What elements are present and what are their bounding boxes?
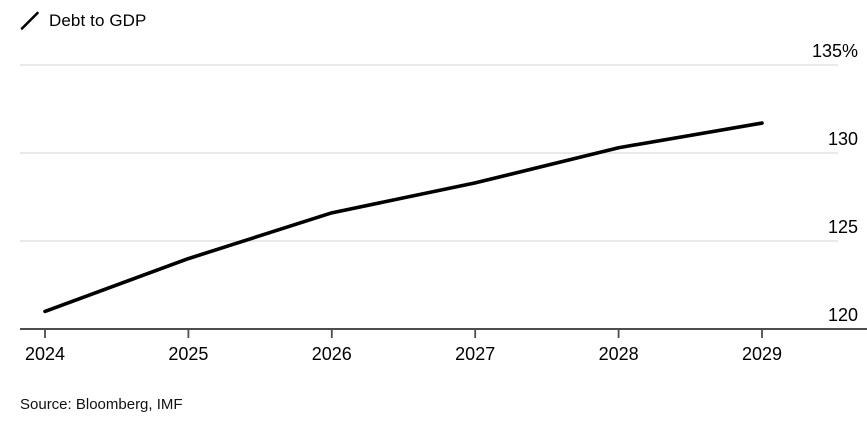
svg-text:125: 125 [828,217,858,237]
legend-label: Debt to GDP [49,11,147,30]
svg-text:2027: 2027 [455,344,495,364]
source-note: Source: Bloomberg, IMF [20,396,183,413]
svg-text:120: 120 [828,305,858,325]
legend: Debt to GDP [20,11,146,31]
svg-text:2028: 2028 [599,344,639,364]
svg-text:2029: 2029 [742,344,782,364]
svg-text:2024: 2024 [25,344,65,364]
line-series-icon [20,11,39,30]
svg-text:2026: 2026 [312,344,352,364]
svg-text:135%: 135% [812,41,858,61]
svg-text:2025: 2025 [168,344,208,364]
svg-text:130: 130 [828,129,858,149]
